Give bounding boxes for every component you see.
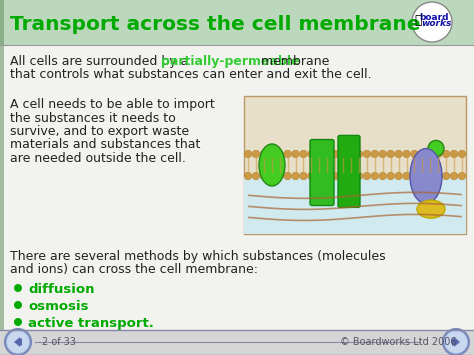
Circle shape [323,172,331,180]
Circle shape [442,172,450,180]
FancyBboxPatch shape [0,45,474,330]
Circle shape [450,172,458,180]
Circle shape [14,318,22,326]
Text: osmosis: osmosis [28,300,89,313]
Text: All cells are surrounded by a: All cells are surrounded by a [10,55,192,68]
Circle shape [363,172,371,180]
Circle shape [347,150,355,158]
Text: survive, and to export waste: survive, and to export waste [10,125,189,138]
Text: the substances it needs to: the substances it needs to [10,111,176,125]
Circle shape [284,150,292,158]
Circle shape [387,150,394,158]
Text: membrane: membrane [257,55,330,68]
Circle shape [379,150,386,158]
Circle shape [371,172,379,180]
Text: © Boardworks Ltd 2006: © Boardworks Ltd 2006 [340,337,456,347]
Circle shape [7,331,29,353]
Circle shape [260,150,268,158]
Text: board: board [419,12,449,22]
Circle shape [292,150,300,158]
FancyArrow shape [14,337,22,347]
Circle shape [268,172,275,180]
Circle shape [308,150,315,158]
FancyBboxPatch shape [0,0,474,45]
Circle shape [300,150,307,158]
Circle shape [276,172,283,180]
Circle shape [292,172,300,180]
Text: and ions) can cross the cell membrane:: and ions) can cross the cell membrane: [10,263,258,276]
Circle shape [419,172,426,180]
Circle shape [5,329,31,355]
FancyBboxPatch shape [244,176,466,234]
Circle shape [410,150,418,158]
Circle shape [316,172,323,180]
FancyBboxPatch shape [0,0,4,355]
Text: are needed outside the cell.: are needed outside the cell. [10,152,186,165]
Circle shape [458,150,466,158]
Ellipse shape [417,200,445,218]
Text: that controls what substances can enter and exit the cell.: that controls what substances can enter … [10,68,372,81]
Ellipse shape [259,144,285,186]
Circle shape [284,172,292,180]
Circle shape [395,150,402,158]
Circle shape [14,284,22,292]
Text: active transport.: active transport. [28,317,154,330]
Circle shape [276,150,283,158]
Text: materials and substances that: materials and substances that [10,138,201,152]
Circle shape [14,301,22,309]
Circle shape [268,150,275,158]
Circle shape [323,150,331,158]
Circle shape [412,2,452,42]
Circle shape [260,172,268,180]
Circle shape [339,150,347,158]
Circle shape [371,150,379,158]
Circle shape [435,172,442,180]
Text: There are several methods by which substances (molecules: There are several methods by which subst… [10,250,386,263]
Text: diffusion: diffusion [28,283,94,296]
Text: 2 of 33: 2 of 33 [42,337,76,347]
Circle shape [347,172,355,180]
Circle shape [363,150,371,158]
Circle shape [387,172,394,180]
Circle shape [445,331,467,353]
Text: A cell needs to be able to import: A cell needs to be able to import [10,98,215,111]
Circle shape [403,172,410,180]
Circle shape [331,150,339,158]
Circle shape [252,150,260,158]
Circle shape [355,172,363,180]
Circle shape [300,172,307,180]
Circle shape [339,172,347,180]
Circle shape [316,150,323,158]
Circle shape [427,172,434,180]
Circle shape [435,150,442,158]
Circle shape [355,150,363,158]
Circle shape [379,172,386,180]
FancyBboxPatch shape [310,140,334,206]
Circle shape [428,141,444,157]
Circle shape [244,150,252,158]
Circle shape [403,150,410,158]
FancyBboxPatch shape [244,96,466,234]
Text: partially-permeable: partially-permeable [162,55,300,68]
Circle shape [308,172,315,180]
FancyBboxPatch shape [338,135,360,207]
Circle shape [395,172,402,180]
Circle shape [427,150,434,158]
Circle shape [410,172,418,180]
Circle shape [442,150,450,158]
FancyArrow shape [452,337,460,347]
Circle shape [252,172,260,180]
Circle shape [450,150,458,158]
Circle shape [458,172,466,180]
Circle shape [419,150,426,158]
Ellipse shape [410,148,442,203]
Text: Transport across the cell membrane: Transport across the cell membrane [10,15,420,33]
Circle shape [244,172,252,180]
Text: 📖: 📖 [414,13,422,27]
Circle shape [331,172,339,180]
Circle shape [443,329,469,355]
Text: works: works [421,20,451,28]
FancyBboxPatch shape [0,330,474,355]
